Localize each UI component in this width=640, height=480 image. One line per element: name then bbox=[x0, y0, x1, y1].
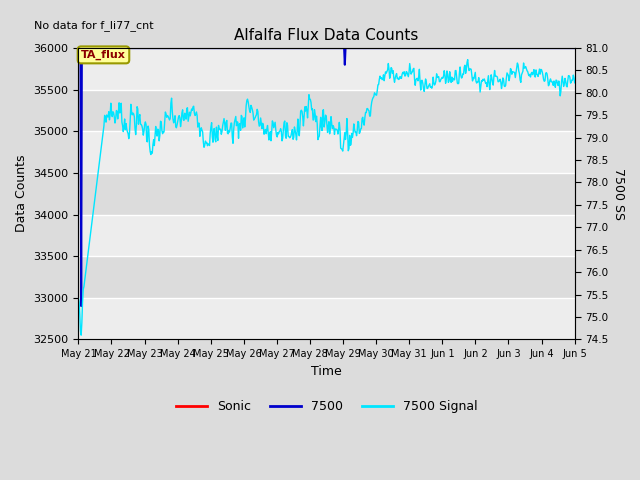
Title: Alfalfa Flux Data Counts: Alfalfa Flux Data Counts bbox=[234, 28, 419, 43]
Text: No data for f_li77_cnt: No data for f_li77_cnt bbox=[34, 20, 154, 31]
Bar bbox=[79, 132, 575, 173]
Y-axis label: 7500 SS: 7500 SS bbox=[612, 168, 625, 220]
Y-axis label: Data Counts: Data Counts bbox=[15, 155, 28, 232]
X-axis label: Time: Time bbox=[311, 365, 342, 378]
Bar bbox=[79, 215, 575, 256]
Bar bbox=[79, 298, 575, 339]
Legend: Sonic, 7500, 7500 Signal: Sonic, 7500, 7500 Signal bbox=[171, 395, 483, 418]
Bar bbox=[79, 48, 575, 90]
Text: TA_flux: TA_flux bbox=[81, 50, 126, 60]
